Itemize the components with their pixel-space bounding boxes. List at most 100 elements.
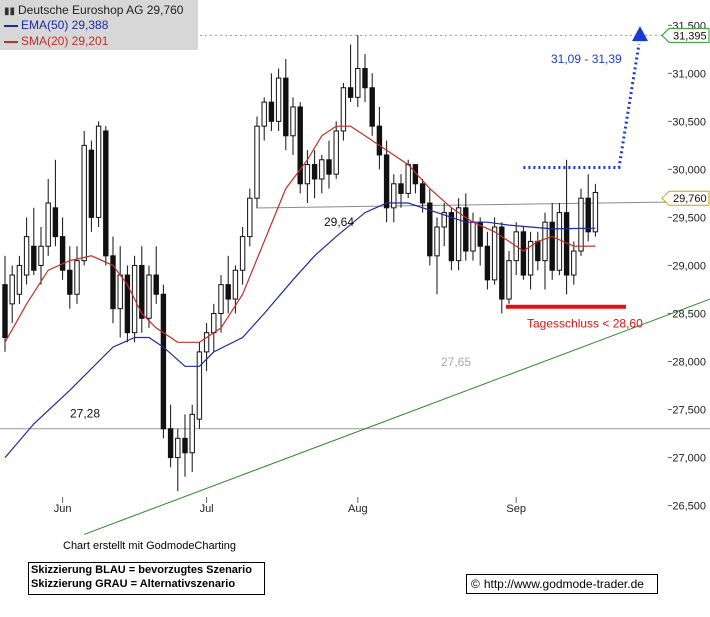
candle-down [225,284,231,300]
candle-down [182,437,188,454]
legend-title: ▮▮ Deutsche Euroshop AG 29,760 [4,2,183,18]
candle-up [175,437,181,459]
target-label: 31,09 - 31,39 [551,52,622,66]
chart-icon: ▮▮ [4,6,16,17]
chart-credit: Chart erstellt mit GodmodeCharting [63,540,237,552]
candle-down [499,226,505,300]
candle-up [455,207,462,262]
trendline [84,298,710,535]
candle-down [167,428,174,459]
target-price-callout-text: 31,395 [673,30,707,42]
current-price-callout-text: 29,760 [673,193,707,205]
stop-label: Tagesschluss < 28,60 [527,317,643,331]
candle-down [347,87,354,98]
candle-up [470,221,476,252]
y-tick-label: 26,500 [672,501,706,513]
candle-up [441,212,447,228]
legend-title-text: Deutsche Euroshop AG 29,760 [18,3,184,17]
sma-swatch [4,40,18,43]
scenario-note-blue: Skizzierung BLAU = bevorzugtes Szenario [31,564,252,576]
candle-up [319,159,325,180]
target-price-callout-box [661,27,710,43]
ema50-line [4,202,596,458]
candle-up [196,351,203,420]
candle-up [333,130,339,175]
y-tick-label: 29,000 [672,260,706,272]
candle-up [203,332,210,353]
trendline-label: 27,65 [441,355,471,369]
candle-up [290,106,296,137]
candle-down [139,264,145,319]
candle-up [405,164,411,194]
candle-down [362,68,368,89]
annotations: 27,28 29,64 27,65 Tagesschluss < 28,60 31,09… [70,26,648,421]
candle-up [218,284,224,314]
candle-up [189,413,195,454]
candle-down [67,269,73,295]
candle-up [491,226,498,281]
candle-down [326,159,332,175]
candle-down [110,255,116,310]
support-label: 27,28 [70,407,100,421]
ema-swatch [4,24,18,27]
candle-up [81,144,87,262]
x-tick-label: Jul [200,503,214,515]
ema-label: EMA(50) 29,388 [21,18,109,32]
candle-down [585,197,591,233]
scenario-note: Skizzierung BLAU = bevorzugtes Szenario … [28,562,265,595]
candle-down [103,130,109,257]
candle-up [434,226,440,257]
candle-down [297,106,303,185]
moving-averages [4,125,596,458]
y-tick-label: 30,500 [672,116,706,128]
candle-up [38,245,44,266]
candle-down [88,149,95,218]
website-url[interactable]: http://www.godmode-trader.de [483,577,644,591]
candle-up [117,274,123,310]
candle-down [549,221,555,271]
candle-down [484,245,491,281]
candle-down [463,207,469,252]
y-tick-label: 29,500 [672,212,706,224]
trend-lines [84,298,710,535]
candle-up [355,68,361,98]
candle-up [556,212,563,271]
target-arrow [523,43,641,169]
resistance-label: 29,64 [324,215,354,229]
candle-down [520,231,527,276]
candle-down [427,202,433,257]
candles [2,34,599,492]
candle-up [254,125,260,199]
candle-down [448,212,455,262]
candle-down [160,293,167,430]
candle-up [232,269,239,300]
axes: 26,500 27,000 27,500 28,000 28,500 29,000 29,5… [54,20,710,515]
candle-down [124,274,131,334]
candle-down [311,164,318,180]
candle-down [59,236,66,271]
candle-down [535,240,541,262]
candle-up [211,312,217,334]
candle-up [275,77,282,122]
candle-up [16,264,23,295]
candle-up [23,236,30,276]
candle-down [31,245,37,271]
legend: ▮▮ Deutsche Euroshop AG 29,760 EMA(50) 29… [0,0,198,50]
candle-down [2,284,8,338]
candle-down [376,125,383,156]
candle-down [369,87,375,127]
website-link[interactable]: © http://www.godmode-trader.de [466,574,658,594]
candle-up [304,164,311,185]
candle-down [283,77,289,137]
candle-up [146,274,152,319]
candle-up [74,260,80,295]
candle-up [239,236,246,271]
y-tick-label: 30,000 [672,164,706,176]
legend-ema: EMA(50) 29,388 [4,17,108,33]
y-tick-label: 28,000 [672,357,706,369]
candle-up [95,125,102,218]
candle-up [9,274,15,305]
candle-down [383,154,390,209]
candle-up [578,197,584,252]
